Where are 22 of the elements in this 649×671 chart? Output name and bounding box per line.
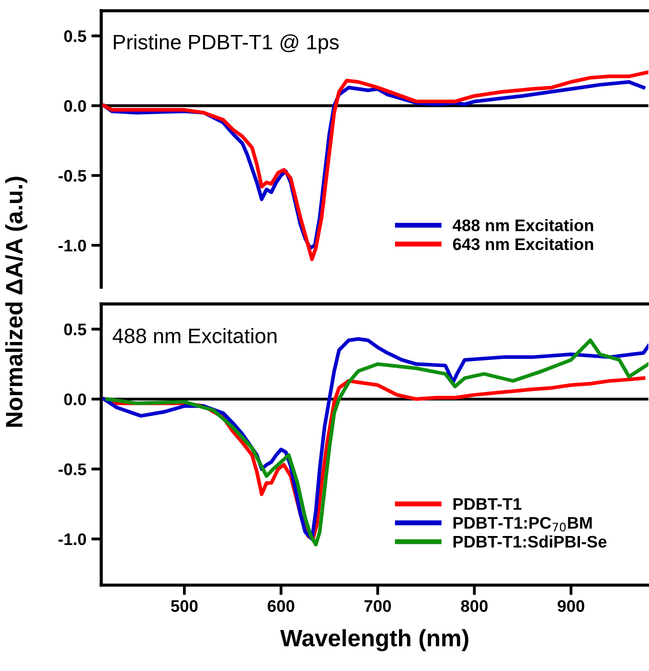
y-tick-label: -1.0 [58,240,86,252]
x-tick-label: 800 [460,600,488,612]
y-tick-label: -1.0 [58,533,86,546]
legend-label: 488 nm Excitation [452,219,594,232]
x-tick-label: 700 [364,600,391,612]
x-tick-label: 500 [170,600,198,612]
annotation: 488 nm Excitation [112,328,276,344]
legend-label: PDBT-T1:SdiPBI-Se [454,535,606,548]
legend-label: PDBT-T1:PC$_{70}$BM [454,516,592,532]
y-tick-label: 0.5 [64,30,86,42]
y-tick-label: -0.5 [58,463,86,476]
y-axis-title: Normalized ΔA/A (a.u.) [5,176,28,427]
x-tick-label: 600 [268,600,294,612]
x-tick-label: 900 [558,600,584,612]
y-tick-label: -0.5 [58,170,86,182]
annotation: Pristine PDBT-T1 @ 1ps [114,34,339,54]
y-tick-label: 0.0 [64,393,86,406]
x-axis-title: Wavelength (nm) [280,629,468,652]
y-tick-label: 0.5 [64,324,86,336]
y-tick-label: 0.0 [64,100,86,112]
legend-label: 643 nm Excitation [453,238,594,250]
legend-label: PDBT-T1 [454,498,522,510]
